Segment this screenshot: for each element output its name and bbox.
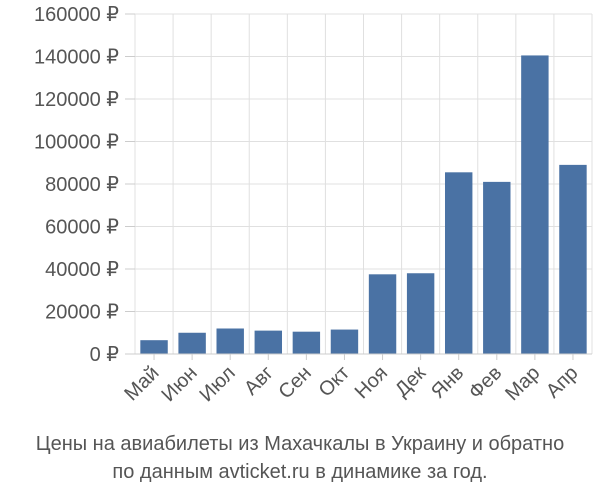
bar-12: [559, 164, 587, 354]
x-tick-label: Авг: [240, 362, 278, 400]
x-tick-label: Дек: [391, 362, 430, 401]
chart-caption: Цены на авиабилеты из Махачкалы в Украин…: [0, 430, 600, 486]
grid-lines: [134, 13, 593, 355]
x-tick-label: Окт: [315, 362, 354, 401]
y-tick-label: 120000 ₽: [34, 89, 119, 111]
x-tick-label: Мар: [501, 362, 544, 405]
bar-8: [406, 273, 435, 354]
bar-3: [216, 328, 244, 354]
bar-6: [330, 329, 359, 354]
bar-5: [292, 331, 321, 354]
x-tick-label: Июл: [195, 362, 239, 406]
x-tick-label: Апр: [542, 362, 583, 403]
bar-2: [178, 332, 206, 354]
bar-1: [140, 340, 168, 354]
x-tick-label: Сен: [274, 362, 315, 403]
y-tick-label: 40000 ₽: [45, 259, 119, 281]
x-tick-label: Ноя: [351, 362, 392, 403]
x-tick-label: Янв: [427, 362, 468, 403]
y-tick-label: 80000 ₽: [45, 174, 119, 196]
y-tick-label: 20000 ₽: [45, 302, 119, 324]
y-tick-labels: 0 ₽ 20000 ₽ 40000 ₽ 60000 ₽ 80000 ₽ 100000 ₽ 1…: [34, 4, 119, 366]
bar-9: [444, 172, 473, 354]
y-tick-label: 0 ₽: [90, 344, 120, 366]
bar-11: [521, 55, 549, 354]
bar-4: [254, 330, 283, 354]
axes-group: [125, 13, 592, 360]
x-tick-label: Июн: [158, 362, 202, 406]
y-tick-label: 60000 ₽: [45, 217, 119, 239]
caption-line-2: по данным avticket.ru в динамике за год.: [112, 461, 488, 483]
y-tick-label: 100000 ₽: [34, 132, 119, 154]
bar-7: [368, 274, 397, 354]
bar-10: [483, 181, 511, 354]
x-tick-label: Май: [120, 362, 163, 405]
y-tick-label: 160000 ₽: [34, 4, 119, 26]
bars-group: [140, 55, 587, 354]
y-tick-label: 140000 ₽: [34, 47, 119, 69]
x-tick-label: Фев: [465, 362, 507, 404]
caption-line-1: Цены на авиабилеты из Махачкалы в Украин…: [35, 433, 565, 455]
